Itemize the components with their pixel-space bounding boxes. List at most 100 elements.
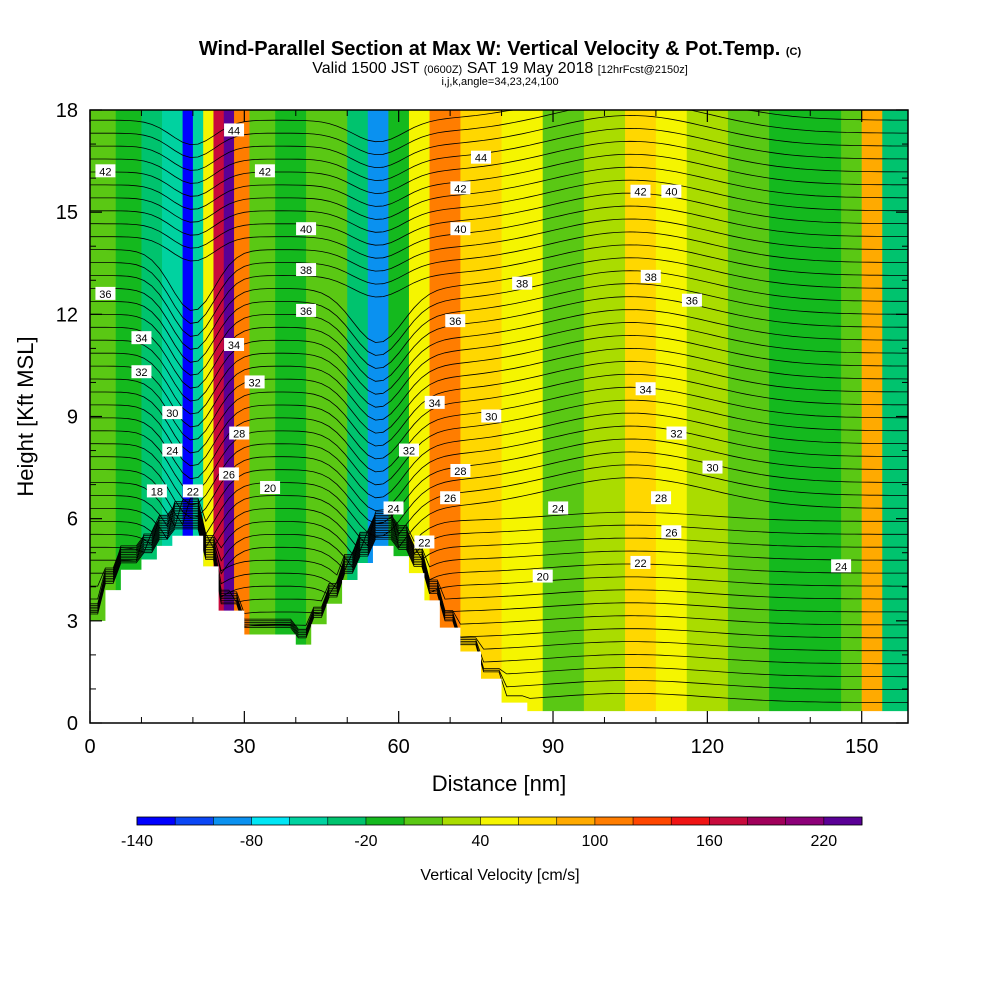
isentrope xyxy=(90,464,908,549)
isentrope-label: 34 xyxy=(131,331,152,345)
isentrope xyxy=(90,179,908,236)
isentrope xyxy=(90,322,908,415)
isentrope-label-text: 22 xyxy=(187,486,199,498)
isentrope-label: 32 xyxy=(131,365,152,379)
chart-title-tag: (C) xyxy=(785,46,802,58)
isentrope-label: 26 xyxy=(218,467,239,481)
chart-indices: i,j,k,angle=34,23,24,100 xyxy=(441,76,559,88)
isentrope xyxy=(90,521,908,652)
plot-area: 44 42 42 40 38 36 36 34 34 32 32 30 28 24 26 18 22 20 44 42… xyxy=(90,109,909,723)
colorbar-tick-label: -80 xyxy=(240,833,263,850)
isentrope xyxy=(90,412,909,506)
w-band xyxy=(213,110,225,723)
x-tick-label: 150 xyxy=(845,736,878,758)
isentrope-label-text: 18 xyxy=(151,486,163,498)
isentrope xyxy=(90,166,908,223)
chart-title: Wind-Parallel Section at Max W: Vertical… xyxy=(0,38,1000,61)
isentrope-label-text: 34 xyxy=(429,398,441,410)
isentrope-label: 30 xyxy=(481,409,502,424)
isentrope-label-text: 26 xyxy=(223,469,235,481)
y-tick-label: 0 xyxy=(67,713,78,735)
colorbar-swatch xyxy=(518,817,558,825)
isentrope-label-text: 22 xyxy=(634,558,646,570)
colorbar-swatch xyxy=(709,817,748,825)
isentrope xyxy=(90,506,908,568)
isentrope-label-text: 40 xyxy=(454,224,466,236)
isentrope xyxy=(90,334,908,428)
x-tick-label: 120 xyxy=(691,736,724,758)
isentrope-label-text: 40 xyxy=(300,224,312,236)
isentrope-label: 32 xyxy=(666,426,687,441)
isentrope-label: 32 xyxy=(398,443,419,458)
y-axis-label: Height [Kft MSL] xyxy=(13,336,38,496)
isentrope-label: 36 xyxy=(445,314,466,328)
colorbar-swatch xyxy=(327,817,367,825)
isentrope-label: 34 xyxy=(424,395,445,410)
isentrope-label-text: 24 xyxy=(166,446,178,458)
isentrope-label-text: 40 xyxy=(665,187,677,199)
colorbar-tick-label: 40 xyxy=(472,833,490,850)
colorbar-swatch xyxy=(175,817,214,825)
w-band xyxy=(203,110,214,723)
isentrope-label-text: 38 xyxy=(645,272,657,284)
colorbar-swatch xyxy=(365,817,405,825)
isentrope-label-text: 26 xyxy=(444,493,456,505)
isentrope-label-text: 42 xyxy=(259,166,271,178)
colorbar: -140 -80 -20 40 100 160 220 Vertical Velocity [… xyxy=(121,816,863,884)
x-tick-label: 90 xyxy=(542,736,564,758)
isentrope xyxy=(90,140,908,197)
isentrope-label: 34 xyxy=(635,382,656,396)
isentrope xyxy=(90,520,908,639)
isentrope-label: 32 xyxy=(244,375,265,389)
isentrope-label-text: 34 xyxy=(639,384,651,396)
isentrope-label-text: 24 xyxy=(835,561,847,573)
isentrope-label: 22 xyxy=(182,484,203,498)
isentrope-label: 28 xyxy=(651,491,672,505)
isentrope-label-text: 28 xyxy=(233,429,245,441)
terrain xyxy=(90,535,908,723)
isentrope-label-text: 28 xyxy=(655,493,667,505)
x-tick-label: 0 xyxy=(84,736,95,758)
isentrope-label-text: 32 xyxy=(249,377,261,389)
isentrope xyxy=(90,347,909,441)
isentrope xyxy=(90,270,908,363)
colorbar-tick-label: -20 xyxy=(354,833,377,850)
isentrope-label: 42 xyxy=(95,164,116,178)
isentrope xyxy=(90,514,908,603)
y-tick-label: 6 xyxy=(67,509,78,531)
x-axis-label: Distance [nm] xyxy=(432,771,567,796)
w-band xyxy=(686,110,729,723)
isentrope-label-text: 20 xyxy=(264,483,276,495)
chart-subtitle: Valid 1500 JST (0600Z) SAT 19 May 2018 [… xyxy=(0,60,1000,78)
isentrope-label: 20 xyxy=(532,569,553,584)
isentrope-label-text: 42 xyxy=(454,183,466,195)
isentrope xyxy=(90,504,908,555)
isentrope-label: 26 xyxy=(440,491,461,505)
isentrope-label-text: 32 xyxy=(670,429,682,441)
isentrope-label: 20 xyxy=(260,481,281,495)
isentrope-label: 28 xyxy=(450,463,471,478)
w-band xyxy=(182,110,194,723)
isentrope-label: 36 xyxy=(681,293,702,308)
isentrope xyxy=(90,109,908,158)
colorbar-swatch xyxy=(289,817,329,825)
y-tick-label: 15 xyxy=(56,202,78,224)
isentrope-label: 24 xyxy=(831,559,852,573)
isentrope-label-text: 32 xyxy=(135,367,147,379)
isentrope-label-text: 44 xyxy=(228,125,240,137)
isentrope-label-text: 30 xyxy=(485,412,497,424)
isentrope xyxy=(90,508,909,575)
isentrope-label: 42 xyxy=(450,181,471,195)
isentrope-label-text: 26 xyxy=(665,527,677,539)
isentrope-label: 28 xyxy=(229,426,250,441)
w-band xyxy=(769,110,811,723)
isentrope-label: 40 xyxy=(296,222,317,236)
isentrope xyxy=(90,231,908,324)
isentrope-label-text: 24 xyxy=(552,503,564,515)
isentrope xyxy=(90,373,908,467)
colorbar-label: Vertical Velocity [cm/s] xyxy=(420,867,579,884)
valid-prefix: Valid 1500 JST xyxy=(312,60,420,77)
isentrope-label-text: 32 xyxy=(403,446,415,458)
isentrope-label: 40 xyxy=(450,222,471,236)
